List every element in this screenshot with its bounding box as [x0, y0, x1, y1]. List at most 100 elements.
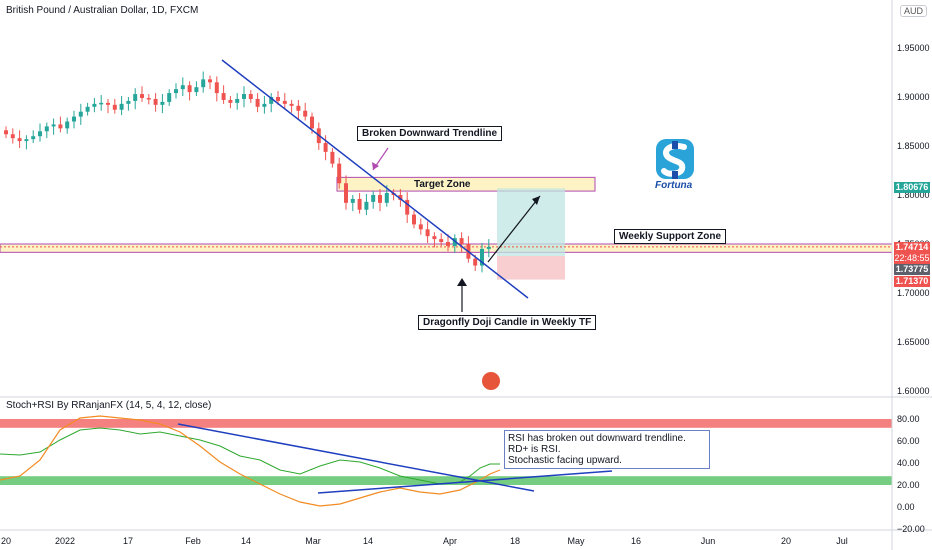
- price-tick-label: 1.95000: [897, 43, 930, 53]
- chart-title: British Pound / Australian Dollar, 1D, F…: [6, 5, 199, 16]
- candle-body: [330, 151, 335, 164]
- time-tick-label: 14: [241, 536, 251, 546]
- candle-body: [38, 131, 42, 137]
- candle-body: [282, 100, 287, 104]
- candle-body: [228, 99, 233, 103]
- candle-body: [337, 163, 342, 184]
- candle-body: [289, 103, 294, 106]
- candle-body: [255, 98, 260, 107]
- candle-body: [221, 93, 226, 100]
- candle-body: [378, 195, 382, 203]
- candle-body: [187, 85, 192, 93]
- indicator-tick-label: 0.00: [897, 502, 915, 512]
- candle-body: [119, 103, 124, 110]
- candle-body: [480, 248, 484, 266]
- time-tick-label: 20: [781, 536, 791, 546]
- rsi-note-box[interactable]: RSI has broken out downward trendline. R…: [504, 430, 710, 469]
- candle-body: [459, 238, 464, 244]
- candle-body: [296, 105, 301, 111]
- time-tick-label: Jun: [701, 536, 716, 546]
- event-marker-icon[interactable]: [482, 372, 500, 390]
- candle-body: [418, 224, 423, 230]
- time-tick-label: 2022: [55, 536, 75, 546]
- stochastic-line: [0, 415, 501, 507]
- annotation-dragonfly-doji[interactable]: Dragonfly Doji Candle in Weekly TF: [418, 315, 597, 330]
- fortuna-logo-icon: [656, 139, 694, 179]
- candle-body: [174, 89, 178, 94]
- annotation-broken-trendline[interactable]: Broken Downward Trendline: [357, 126, 503, 141]
- target-arrow: [487, 195, 541, 263]
- candle-body: [126, 100, 131, 104]
- price-tick-label: 1.65000: [897, 337, 930, 347]
- candle-body: [65, 121, 70, 129]
- candle-body: [167, 93, 172, 102]
- annotation-weekly-support[interactable]: Weekly Support Zone: [614, 229, 727, 244]
- target-arrow-head: [532, 196, 540, 205]
- candle-body: [412, 214, 416, 225]
- rsi-note-line-2: RD+ is RSI.: [508, 444, 561, 455]
- chart-overlays: [221, 59, 541, 312]
- time-tick-label: Feb: [185, 536, 201, 546]
- candle-body: [235, 98, 240, 103]
- candle-body: [78, 111, 83, 117]
- candle-body: [262, 103, 267, 107]
- annotation-target-zone[interactable]: Target Zone: [414, 179, 471, 190]
- time-tick-label: 18: [510, 536, 520, 546]
- downward-trendline: [221, 59, 529, 299]
- price-countdown: 22:48:55: [894, 253, 930, 264]
- candle-body: [106, 102, 110, 105]
- price-tick-label: 1.60000: [897, 386, 930, 396]
- candle-body: [201, 79, 206, 88]
- candle-body: [24, 139, 29, 142]
- price-label-current: 1.74714: [894, 242, 930, 253]
- price-label-target: 1.80676: [894, 182, 930, 193]
- time-tick-label: Apr: [443, 536, 457, 546]
- candle-body: [208, 79, 212, 83]
- candle-body: [303, 110, 308, 117]
- price-label-stop: 1.71370: [894, 276, 930, 287]
- indicator-tick-label: 40.00: [897, 458, 920, 468]
- rsi-note-line-3: Stochastic facing upward.: [508, 455, 622, 466]
- candle-body: [350, 198, 355, 203]
- candle-body: [323, 143, 328, 152]
- candle-body: [276, 97, 280, 101]
- candle-body: [371, 195, 376, 202]
- candle-body: [10, 134, 15, 139]
- candle-body: [384, 193, 389, 203]
- candle-body: [4, 130, 8, 135]
- indicator-down-trendline: [177, 423, 535, 492]
- price-tick-label: 1.70000: [897, 288, 930, 298]
- price-tick-label: 1.80000: [897, 190, 930, 200]
- candle-body: [17, 138, 22, 142]
- time-tick-label: 14: [363, 536, 373, 546]
- indicator-tick-label: −20.00: [897, 524, 925, 534]
- candle-body: [51, 124, 56, 127]
- candle-body: [72, 116, 76, 122]
- candle-body: [44, 126, 49, 132]
- candle-body: [357, 198, 362, 210]
- candle-body: [146, 97, 151, 100]
- candle-body: [99, 102, 104, 105]
- trendline-arrow-head: [372, 162, 379, 170]
- currency-badge[interactable]: AUD: [900, 5, 928, 17]
- candle-body: [133, 94, 138, 101]
- candle-body: [398, 195, 403, 200]
- time-tick-label: Mar: [305, 536, 321, 546]
- overbought-band: [0, 419, 892, 428]
- indicator-tick-label: 60.00: [897, 436, 920, 446]
- time-tick-label: 20: [1, 536, 11, 546]
- position-profit-area: [497, 188, 565, 257]
- candle-body: [180, 85, 185, 90]
- candle-body: [310, 116, 314, 129]
- candle-body: [473, 258, 478, 266]
- candle-body: [140, 94, 144, 98]
- candle-body: [214, 82, 219, 94]
- candle-body: [364, 201, 369, 210]
- indicator-tick-label: 80.00: [897, 414, 920, 424]
- candle-body: [432, 236, 437, 240]
- price-tick-label: 1.85000: [897, 141, 930, 151]
- dragonfly-arrow-head: [457, 278, 467, 286]
- candle-body: [85, 106, 90, 112]
- indicator-title: Stoch+RSI By RRanjanFX (14, 5, 4, 12, cl…: [6, 400, 212, 411]
